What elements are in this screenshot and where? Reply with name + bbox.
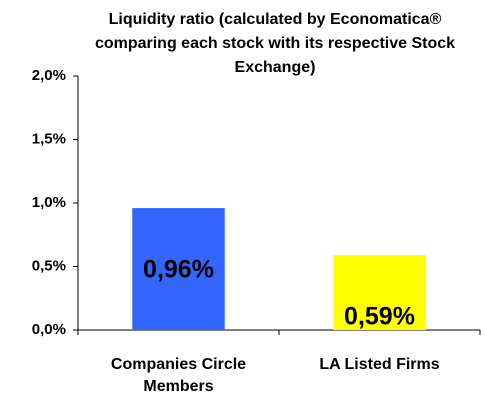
data-label: 0,96% (143, 256, 214, 284)
bar (132, 208, 225, 330)
y-tick-label: 0,5% (32, 257, 66, 274)
x-tick-label: LA Listed Firms (319, 356, 440, 373)
y-tick-label: 1,0% (32, 194, 66, 211)
data-label: 0,59% (344, 303, 415, 331)
x-tick-label: Companies Circle Members (110, 356, 247, 395)
chart-title: Liquidity ratio (calculated by Economati… (94, 11, 456, 76)
y-tick-label: 2,0% (32, 67, 66, 84)
y-tick-label: 0,0% (32, 321, 66, 338)
bar (333, 255, 426, 330)
y-tick-label: 1,5% (32, 130, 66, 147)
